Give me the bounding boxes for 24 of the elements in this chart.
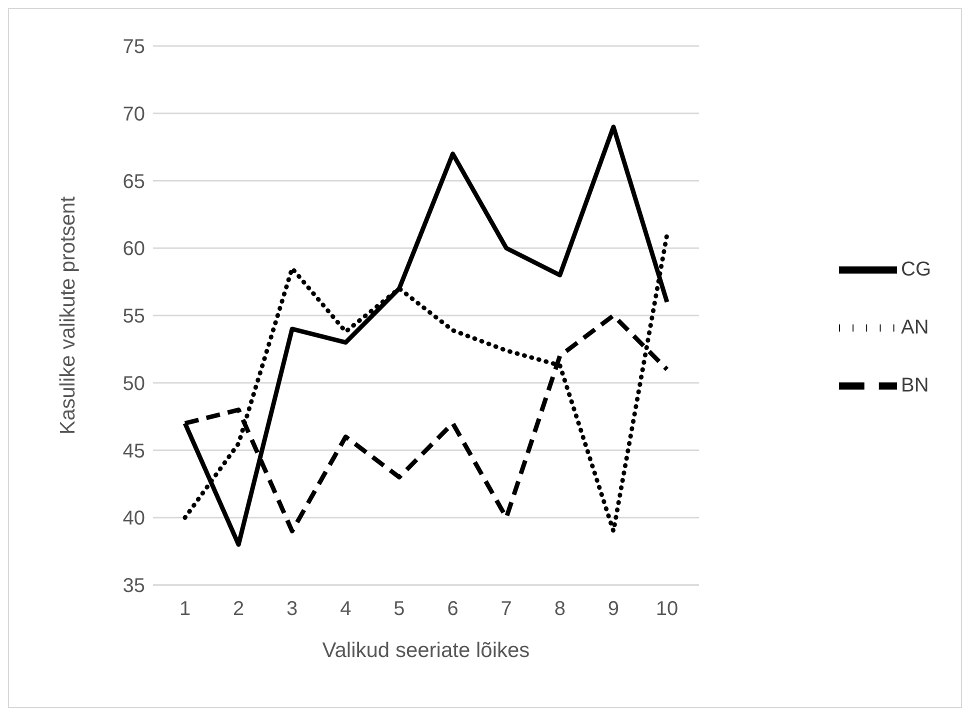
legend-label: CG (901, 258, 931, 280)
x-tick-label: 6 (447, 598, 458, 620)
x-tick-label: 5 (394, 598, 405, 620)
x-tick-label: 8 (554, 598, 566, 620)
y-tick-label: 55 (122, 306, 145, 328)
y-tick-label: 45 (122, 440, 145, 462)
x-tick-label: 2 (232, 598, 244, 620)
y-tick-label: 60 (122, 238, 145, 260)
x-tick-label: 4 (340, 598, 352, 620)
y-tick-label: 40 (122, 508, 145, 530)
y-tick-label: 65 (122, 170, 145, 193)
x-tick-label: 9 (608, 598, 620, 620)
y-tick-label: 35 (122, 575, 145, 598)
y-tick-label: 50 (122, 372, 145, 395)
y-tick-label: 70 (122, 103, 145, 126)
legend-label: BN (901, 374, 929, 396)
y-tick-label: 75 (122, 36, 145, 58)
x-tick-label: 10 (656, 598, 678, 620)
x-tick-label: 1 (179, 598, 191, 620)
y-axis-title: Kasulike valikute protsent (56, 196, 80, 435)
x-tick-label: 3 (286, 598, 298, 620)
legend-label: AN (901, 316, 929, 338)
x-axis-title: Valikud seeriate lõikes (322, 639, 530, 662)
x-tick-label: 7 (500, 598, 512, 620)
